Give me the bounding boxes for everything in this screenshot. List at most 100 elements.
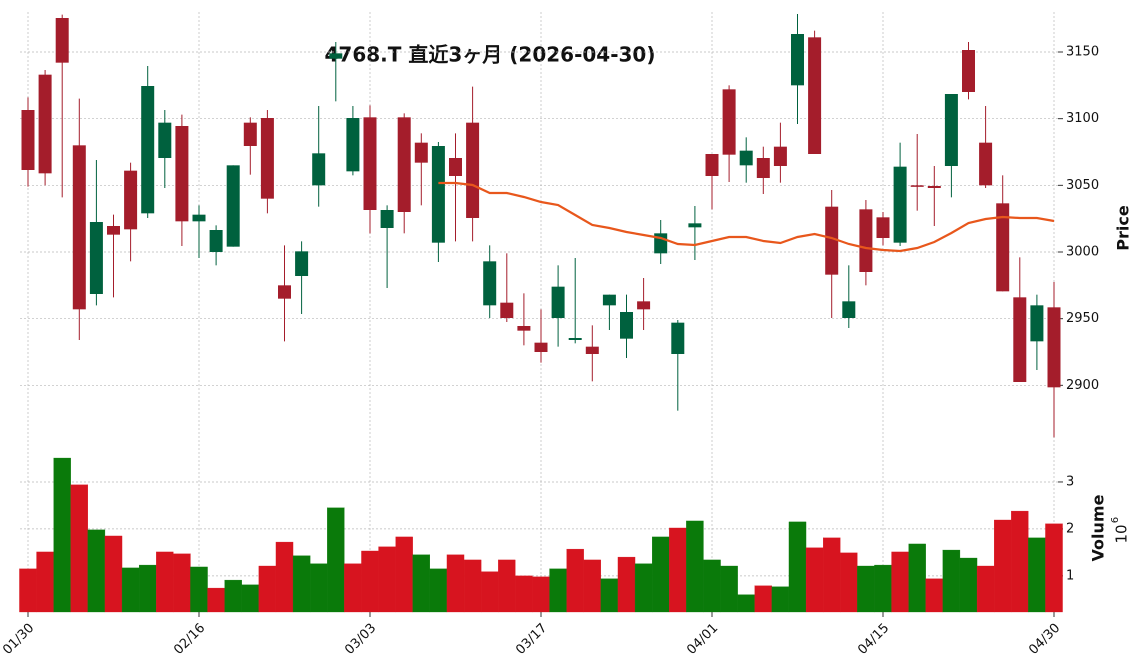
candle-body: [329, 53, 343, 59]
y-tick-label: 3150: [1066, 45, 1099, 60]
candle-body: [21, 110, 35, 170]
chart-title: 4768.T 直近3ヶ月 (2026-04-30): [325, 43, 656, 67]
volume-bar: [600, 578, 619, 613]
volume-bar: [976, 565, 995, 613]
volume-bar: [703, 559, 721, 613]
volume-tick-label: 3: [1066, 474, 1074, 489]
volume-bar: [19, 568, 37, 613]
volume-bar: [207, 587, 225, 613]
x-tick-label: 04/30: [1026, 621, 1063, 658]
volume-bar: [583, 559, 602, 613]
y-axis-label: Price: [1114, 205, 1133, 251]
candle-body: [414, 142, 428, 163]
volume-bar: [515, 575, 533, 613]
volume-bar: [617, 556, 636, 613]
candle-body: [500, 302, 514, 318]
y-tick-label: 3100: [1066, 111, 1099, 126]
volume-bar: [292, 555, 311, 613]
y-tick-label: 2900: [1066, 378, 1099, 393]
candle-body: [243, 122, 257, 146]
volume-bar: [378, 546, 396, 613]
volume-bar: [566, 548, 584, 613]
volume-bar: [463, 559, 482, 613]
volume-bar: [70, 484, 89, 613]
candle-body: [295, 251, 309, 276]
y-tick-label: 3000: [1066, 245, 1099, 260]
volume-bar: [686, 520, 704, 613]
candle-body: [534, 342, 548, 352]
volume-bar: [805, 547, 824, 613]
candle-body: [551, 286, 565, 318]
volume-bar: [121, 567, 140, 613]
candle-body: [705, 154, 719, 176]
candle-body: [791, 34, 804, 86]
volume-bar: [942, 549, 961, 613]
volume-bar: [480, 571, 499, 613]
candle-body: [637, 301, 651, 310]
candle-body: [910, 185, 924, 187]
marks: [19, 14, 1063, 613]
candle-body: [944, 94, 958, 166]
volume-bar: [737, 594, 755, 613]
candle-body: [962, 50, 975, 92]
exponent-base: 10: [1113, 524, 1131, 543]
candle-body: [1047, 307, 1061, 388]
volume-bar: [395, 536, 413, 613]
candle-body: [226, 165, 240, 247]
candle-body: [141, 86, 155, 214]
volume-bar: [720, 565, 738, 613]
volume-bar: [857, 565, 875, 613]
candle-body: [192, 214, 206, 222]
volume-bar: [908, 543, 926, 613]
x-tick-label: 04/01: [684, 621, 721, 658]
candle-body: [483, 261, 497, 306]
candle-body: [175, 126, 189, 222]
candle-body: [124, 170, 138, 230]
volume-bar: [925, 578, 944, 613]
candle-body: [825, 206, 839, 275]
volume-bar: [344, 563, 362, 613]
candle-body: [688, 223, 702, 228]
candle-body: [260, 118, 274, 199]
volume-bar: [104, 535, 123, 613]
candle-body: [1030, 305, 1044, 342]
volume-bar: [994, 519, 1012, 613]
candle-body: [876, 217, 890, 238]
volume-bar: [361, 550, 379, 613]
candle-body: [107, 226, 120, 235]
volume-bar: [652, 536, 670, 613]
candle-body: [209, 230, 223, 252]
candle-body: [927, 186, 941, 188]
volume-bar: [634, 563, 653, 613]
volume-bar: [788, 521, 807, 613]
candle-body: [278, 285, 291, 299]
moving-average-line: [438, 181, 1055, 253]
candle-body: [859, 209, 873, 272]
y-tick-label: 3050: [1066, 178, 1099, 193]
volume-bar: [156, 551, 174, 613]
x-tick-label: 04/15: [855, 621, 892, 658]
candle-body: [312, 153, 326, 186]
x-tick-label: 01/30: [0, 621, 37, 658]
volume-bar: [823, 537, 841, 613]
y-tick-label: 2950: [1066, 311, 1099, 326]
volume-bar: [1028, 537, 1046, 613]
candle-body: [842, 301, 856, 318]
candle-body: [466, 122, 480, 218]
candle-body: [397, 117, 411, 212]
volume-bar: [549, 568, 567, 613]
volume-bar: [840, 552, 858, 613]
volume-bar: [959, 557, 978, 613]
candle-body: [89, 222, 103, 294]
volume-bar: [446, 554, 465, 613]
volume-bar: [498, 559, 516, 613]
volume-bar: [1045, 523, 1063, 613]
candle-body: [1013, 297, 1027, 382]
volume-bar: [429, 568, 448, 613]
candle-body: [739, 150, 753, 166]
volume-bar: [532, 576, 550, 613]
volume-axis-label: Volume: [1089, 494, 1108, 561]
candle-body: [620, 312, 633, 339]
candle-body: [722, 89, 736, 155]
volume-bar: [891, 551, 909, 613]
